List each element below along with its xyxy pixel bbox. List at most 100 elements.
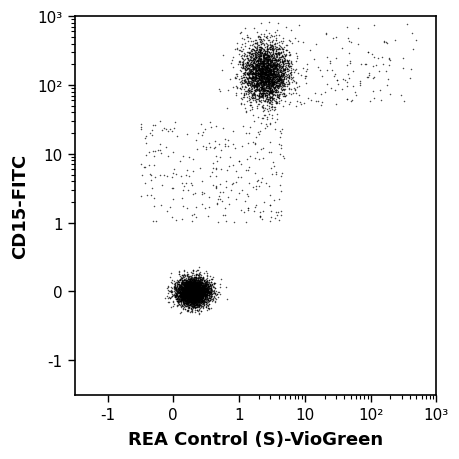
Point bbox=[261, 78, 269, 86]
Point bbox=[278, 84, 285, 91]
Point bbox=[248, 38, 256, 45]
Point bbox=[180, 291, 188, 298]
Point bbox=[182, 289, 190, 297]
Point bbox=[321, 30, 329, 37]
Point bbox=[194, 280, 201, 287]
Point bbox=[247, 69, 255, 76]
Point bbox=[172, 292, 179, 300]
Point bbox=[200, 284, 207, 291]
Point bbox=[182, 277, 190, 285]
Point bbox=[374, 55, 381, 62]
Point bbox=[195, 285, 202, 293]
Point bbox=[267, 43, 274, 50]
Point bbox=[192, 272, 199, 279]
Point bbox=[260, 55, 267, 62]
Point bbox=[235, 51, 242, 58]
Point bbox=[263, 116, 270, 123]
Point bbox=[276, 50, 283, 57]
Point bbox=[259, 85, 266, 93]
Point bbox=[191, 296, 199, 303]
Point bbox=[254, 78, 261, 85]
Point bbox=[256, 48, 263, 55]
Point bbox=[193, 281, 201, 288]
Point bbox=[252, 87, 260, 95]
Point bbox=[187, 283, 195, 291]
Point bbox=[195, 281, 202, 289]
Point bbox=[257, 53, 264, 60]
Point bbox=[190, 290, 197, 297]
Point bbox=[274, 78, 281, 85]
Point bbox=[185, 288, 192, 295]
Point bbox=[270, 73, 278, 80]
Point bbox=[196, 291, 203, 299]
Point bbox=[270, 67, 277, 74]
Point bbox=[201, 283, 208, 291]
Point bbox=[194, 286, 202, 293]
Point bbox=[259, 87, 266, 95]
Point bbox=[248, 64, 255, 71]
Point bbox=[193, 275, 201, 282]
Point bbox=[183, 282, 190, 290]
Point bbox=[241, 64, 249, 71]
Point bbox=[238, 79, 246, 86]
Point bbox=[187, 292, 195, 300]
Point bbox=[186, 288, 193, 296]
Point bbox=[180, 288, 187, 295]
Point bbox=[216, 196, 223, 203]
Point bbox=[187, 283, 195, 290]
Point bbox=[185, 291, 193, 298]
Point bbox=[272, 71, 279, 78]
Point bbox=[240, 92, 247, 99]
Point bbox=[180, 291, 187, 298]
Point bbox=[269, 71, 277, 78]
Point bbox=[188, 281, 196, 289]
Point bbox=[204, 290, 212, 297]
Point bbox=[188, 290, 196, 297]
Point bbox=[196, 286, 203, 294]
Point bbox=[192, 297, 199, 304]
Point bbox=[251, 78, 258, 85]
Point bbox=[253, 105, 260, 112]
Point bbox=[279, 39, 286, 46]
Point bbox=[185, 289, 192, 296]
Point bbox=[165, 294, 172, 301]
Point bbox=[239, 59, 246, 67]
Point bbox=[186, 286, 194, 294]
Point bbox=[252, 56, 259, 63]
Point bbox=[185, 274, 193, 281]
Point bbox=[196, 292, 203, 300]
Point bbox=[204, 294, 212, 302]
Point bbox=[278, 65, 285, 72]
Point bbox=[284, 60, 291, 67]
Point bbox=[199, 282, 207, 290]
Point bbox=[183, 286, 190, 294]
Point bbox=[174, 302, 181, 309]
Point bbox=[178, 291, 185, 298]
Point bbox=[269, 46, 276, 53]
Point bbox=[206, 293, 213, 300]
Point bbox=[203, 302, 210, 309]
Point bbox=[202, 287, 210, 295]
Point bbox=[269, 82, 276, 90]
Point bbox=[196, 276, 203, 283]
Point bbox=[209, 165, 216, 173]
Point bbox=[185, 291, 193, 298]
Point bbox=[189, 281, 196, 288]
Point bbox=[179, 302, 186, 310]
Point bbox=[188, 305, 196, 313]
Point bbox=[263, 85, 270, 92]
Point bbox=[198, 292, 206, 300]
Point bbox=[174, 294, 181, 302]
Point bbox=[255, 49, 262, 56]
Point bbox=[256, 74, 263, 82]
Point bbox=[255, 54, 263, 62]
Point bbox=[249, 63, 257, 70]
Point bbox=[262, 87, 269, 94]
Point bbox=[202, 287, 209, 294]
Point bbox=[191, 283, 198, 291]
Point bbox=[244, 65, 252, 73]
Point bbox=[269, 68, 276, 76]
Point bbox=[260, 83, 268, 90]
Point bbox=[265, 86, 273, 93]
Point bbox=[184, 290, 191, 297]
